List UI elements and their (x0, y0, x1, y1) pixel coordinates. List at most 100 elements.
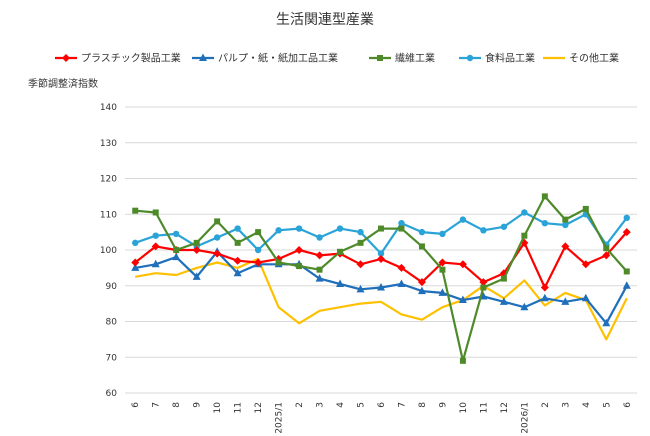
data-point (562, 216, 569, 223)
data-point (213, 249, 222, 258)
data-point (131, 258, 140, 267)
data-point (398, 225, 405, 232)
data-point (500, 275, 507, 282)
data-point (603, 245, 610, 252)
data-point (152, 232, 159, 239)
series-2 (132, 193, 630, 364)
y-tick-label: 120 (100, 175, 117, 185)
data-point (540, 283, 549, 292)
data-point (581, 260, 590, 269)
x-tick-label: 10 (459, 402, 469, 414)
series-line (135, 195, 628, 362)
data-point (255, 229, 262, 236)
data-point (295, 225, 303, 232)
x-tick-label: 11 (234, 402, 244, 413)
y-tick-label: 110 (100, 210, 117, 220)
data-point (418, 228, 426, 236)
data-point (275, 259, 282, 266)
data-point (192, 272, 201, 280)
legend-marker (62, 54, 70, 62)
y-tick-label: 80 (106, 318, 118, 328)
data-point (378, 225, 384, 232)
x-tick-label: 2025/1 (275, 402, 285, 434)
data-point (356, 260, 365, 269)
gridlines (125, 106, 637, 394)
data-point (398, 219, 405, 227)
data-point (172, 252, 181, 261)
data-point (541, 193, 548, 200)
x-tick-label: 2 (541, 402, 551, 408)
data-point (173, 247, 180, 253)
x-tick-label: 3 (316, 402, 326, 408)
x-tick-label: 12 (254, 402, 264, 413)
data-point (622, 281, 631, 289)
x-tick-label: 4 (582, 402, 592, 408)
data-point (275, 227, 282, 234)
data-point (193, 239, 200, 246)
legend-label: プラスチック製品工業 (81, 52, 181, 65)
data-point (439, 230, 446, 238)
x-tick-label: 7 (397, 402, 407, 408)
data-point (295, 246, 304, 254)
x-tick-label: 8 (418, 402, 428, 408)
y-axis-ticks: 60 70 80 90 100 110 120 130 140 (100, 103, 117, 399)
x-tick-label: 3 (561, 402, 571, 408)
data-point (480, 227, 487, 234)
data-point (439, 266, 446, 273)
x-tick-label: 8 (172, 402, 182, 408)
data-point (316, 266, 323, 273)
legend-entry: プラスチック製品工業 (55, 52, 181, 65)
x-tick-label: 9 (438, 402, 448, 408)
data-point (417, 278, 426, 287)
data-point (336, 225, 344, 232)
data-point (438, 258, 447, 267)
data-point (233, 256, 242, 265)
y-tick-label: 100 (100, 246, 117, 256)
x-tick-label: 5 (357, 402, 367, 408)
data-point (315, 274, 324, 282)
legend-entry: 繊維工業 (369, 52, 435, 65)
data-point (623, 214, 630, 222)
data-point (233, 268, 242, 277)
data-point (602, 251, 611, 260)
data-point (173, 230, 180, 238)
series-0 (131, 228, 631, 292)
data-point (458, 260, 467, 269)
data-point (458, 295, 467, 304)
data-point (520, 302, 529, 311)
data-point (397, 263, 406, 272)
data-point (152, 209, 159, 216)
data-point (357, 228, 364, 236)
legend-entry: パルプ・紙・紙加工品工業 (192, 52, 338, 65)
data-point (581, 293, 590, 302)
data-point (479, 278, 488, 287)
data-point (438, 288, 447, 296)
data-point (315, 251, 324, 260)
y-tick-label: 140 (100, 103, 117, 113)
data-point (540, 293, 549, 302)
legend-entry: その他工業 (543, 52, 619, 65)
data-point (480, 284, 487, 291)
series-line (135, 257, 628, 341)
data-point (296, 263, 303, 270)
data-point (623, 268, 630, 275)
x-tick-label: 10 (213, 402, 223, 414)
data-point (316, 234, 323, 241)
legend-label: パルプ・紙・紙加工品工業 (218, 52, 338, 65)
data-point (500, 223, 508, 230)
legend-label: 繊維工業 (395, 52, 435, 65)
data-point (254, 258, 263, 267)
legend: プラスチック製品工業 パルプ・紙・紙加工品工業 繊維工業 食料品工業 その他工業 (55, 52, 619, 65)
data-point (521, 232, 528, 239)
legend-marker (466, 54, 474, 62)
data-point (622, 228, 631, 237)
x-axis-ticks: 6 7 8 9 10 11 12 2025/1 2 3 4 5 6 7 8 9 10 11 12 2026/1 2 3 4 5… (131, 402, 633, 434)
x-tick-label: 12 (500, 402, 510, 413)
legend-marker (199, 53, 207, 61)
y-tick-label: 70 (106, 353, 118, 363)
legend-marker (377, 55, 383, 61)
data-point (459, 216, 467, 223)
x-tick-label: 6 (377, 402, 387, 408)
data-point (417, 286, 426, 295)
